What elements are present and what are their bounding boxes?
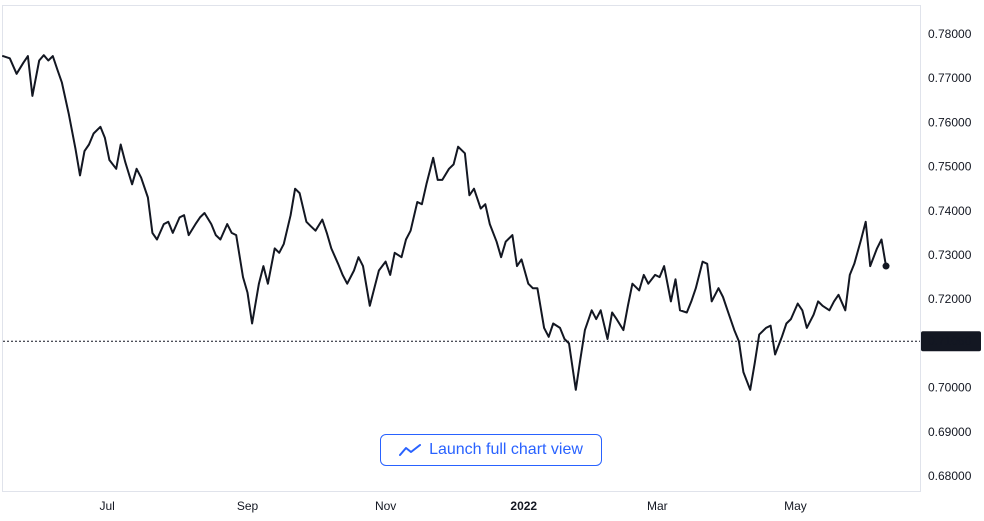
y-tick-label: 0.76000 — [928, 115, 972, 129]
x-tick-label: Jul — [99, 499, 114, 513]
last-price-label: 0.71050 — [928, 334, 972, 348]
y-tick-label: 0.72000 — [928, 292, 972, 306]
x-tick-label: Nov — [375, 499, 396, 513]
y-tick-label: 0.75000 — [928, 160, 972, 174]
x-axis-ticks: Jul Sep Nov 2022 Mar May — [99, 499, 806, 513]
last-point-marker — [882, 262, 890, 270]
y-tick-label: 0.78000 — [928, 27, 972, 41]
y-tick-label: 0.70000 — [928, 381, 972, 395]
launch-full-chart-label: Launch full chart view — [429, 441, 583, 458]
y-tick-label: 0.74000 — [928, 204, 972, 218]
y-tick-label: 0.73000 — [928, 248, 972, 262]
y-tick-label: 0.69000 — [928, 425, 972, 439]
last-price-badge-bg — [921, 331, 981, 352]
x-tick-label: May — [784, 499, 807, 513]
launch-full-chart-button[interactable]: Launch full chart view — [380, 434, 602, 466]
last-price-badge: 0.71050 — [921, 331, 981, 352]
y-tick-label: 0.68000 — [928, 469, 972, 483]
chart-line-icon — [399, 443, 422, 457]
x-tick-label: 2022 — [510, 499, 537, 513]
plot-border — [2, 5, 921, 492]
y-axis-ticks: 0.78000 0.77000 0.76000 0.75000 0.74000 0.730… — [928, 27, 972, 483]
x-tick-label: Sep — [237, 499, 259, 513]
y-tick-label: 0.77000 — [928, 71, 972, 85]
x-tick-label: Mar — [647, 499, 668, 513]
series-line — [2, 54, 887, 391]
